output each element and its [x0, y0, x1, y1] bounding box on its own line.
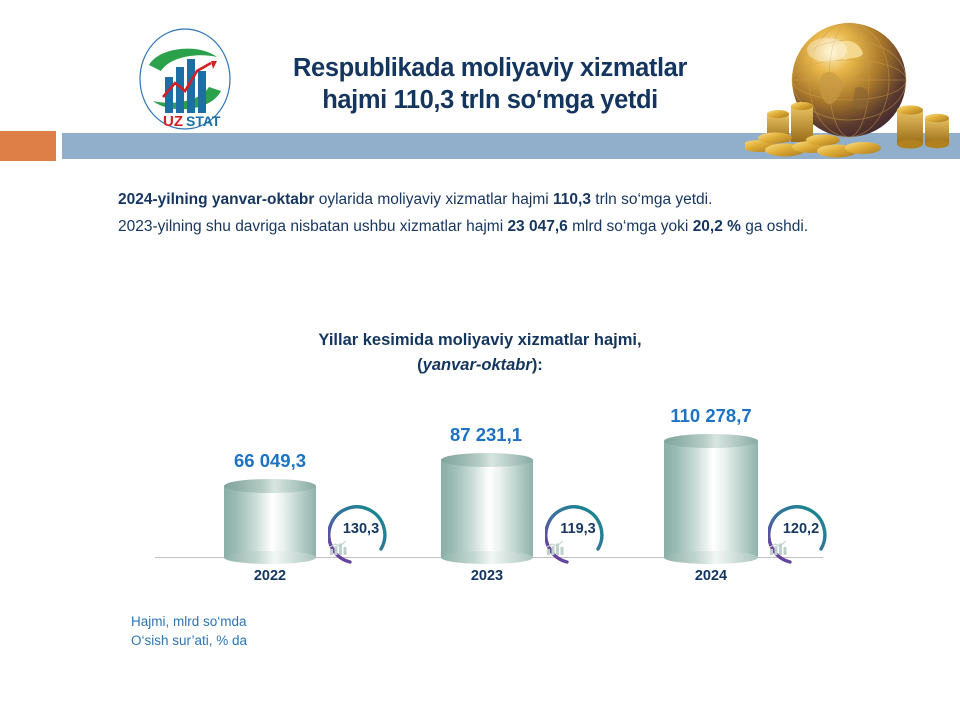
bar-cylinder-2024[interactable] [664, 441, 758, 558]
growth-value-2024: 120,2 [782, 521, 820, 537]
page-title-line-1: Respublikada moliyaviy xizmatlar [293, 54, 687, 82]
bar-xlabel-2023: 2023 [470, 568, 504, 584]
bar-cylinder-top-2023 [441, 453, 533, 467]
growth-indicator-2023: 119,3 [545, 502, 611, 568]
bar-chart: Yillar kesimida moliyaviy xizmatlar hajm… [0, 310, 960, 670]
chart-title: Yillar kesimida moliyaviy xizmatlar hajm… [230, 328, 730, 378]
page-title: Respublikada moliyaviy xizmatlar hajmi 1… [250, 52, 730, 116]
bar-cylinder-bottom-2022 [224, 551, 316, 564]
intro-p1-bold-value: 110,3 [553, 191, 591, 208]
intro-p2-text-2: mlrd so‘mga yoki [567, 218, 693, 235]
bar-cylinder-2022[interactable] [224, 486, 316, 558]
bar-cylinder-top-2024 [664, 434, 758, 448]
bar-value-2024: 110 278,7 [670, 405, 752, 426]
logo-text-stat: STAT [186, 113, 221, 129]
intro-p1-text-2: trln so‘mga yetdi. [590, 191, 713, 208]
intro-paragraph-2: 2023-yilning shu davriga nisbatan ushbu … [62, 213, 900, 240]
bar-cylinder-top-2022 [224, 479, 316, 493]
legend-item-volume: Hajmi, mlrd so‘mda [131, 614, 247, 629]
chart-title-paren-open: ( [417, 356, 423, 374]
bar-xlabel-2024: 2024 [694, 568, 728, 584]
growth-indicator-2022: 130,3 [328, 502, 394, 568]
intro-p2-text-3: ga oshdi. [740, 218, 809, 235]
intro-text-block: 2024-yilning yanvar-oktabr oylarida moli… [62, 186, 900, 240]
growth-indicator-2024: 120,2 [768, 502, 834, 568]
intro-p2-bold-amount: 23 047,6 [507, 218, 568, 235]
intro-p1-text-1: oylarida moliyaviy xizmatlar hajmi [314, 191, 554, 208]
page-header: UZ STAT Respublikada moliyaviy xizmatlar… [0, 0, 960, 176]
legend-item-growth-rate: O‘sish sur’ati, % da [131, 633, 248, 648]
uzstat-logo-icon: UZ STAT [137, 27, 233, 131]
intro-paragraph-1: 2024-yilning yanvar-oktabr oylarida moli… [62, 186, 900, 213]
page-title-line-2: hajmi 110,3 trln so‘mga yetdi [322, 86, 658, 114]
bar-cylinder-bottom-2024 [664, 551, 758, 564]
chart-legend: Hajmi, mlrd so‘mda O‘sish sur’ati, % da [131, 612, 247, 650]
golden-globe-coins-icon [741, 14, 955, 166]
chart-title-paren-close: ): [531, 356, 543, 374]
intro-p1-bold-period: 2024-yilning yanvar-oktabr [118, 191, 315, 208]
header-orange-accent-block [0, 131, 56, 161]
chart-title-line-2: (yanvar-oktabr): [230, 353, 730, 378]
logo-text-uz: UZ [163, 113, 183, 130]
bar-value-2022: 66 049,3 [233, 450, 306, 471]
bar-xlabel-2022: 2022 [253, 568, 287, 584]
bar-value-2023: 87 231,1 [449, 424, 522, 445]
bar-cylinder-2023[interactable] [441, 460, 533, 558]
growth-value-2023: 119,3 [560, 521, 596, 537]
growth-value-2022: 130,3 [342, 521, 380, 537]
chart-title-line-1: Yillar kesimida moliyaviy xizmatlar hajm… [318, 331, 642, 349]
bar-cylinder-bottom-2023 [441, 551, 533, 564]
intro-p2-bold-percent: 20,2 % [692, 218, 741, 235]
chart-title-period: yanvar-oktabr [422, 356, 532, 374]
intro-p2-text-1: 2023-yilning shu davriga nisbatan ushbu … [118, 218, 508, 235]
